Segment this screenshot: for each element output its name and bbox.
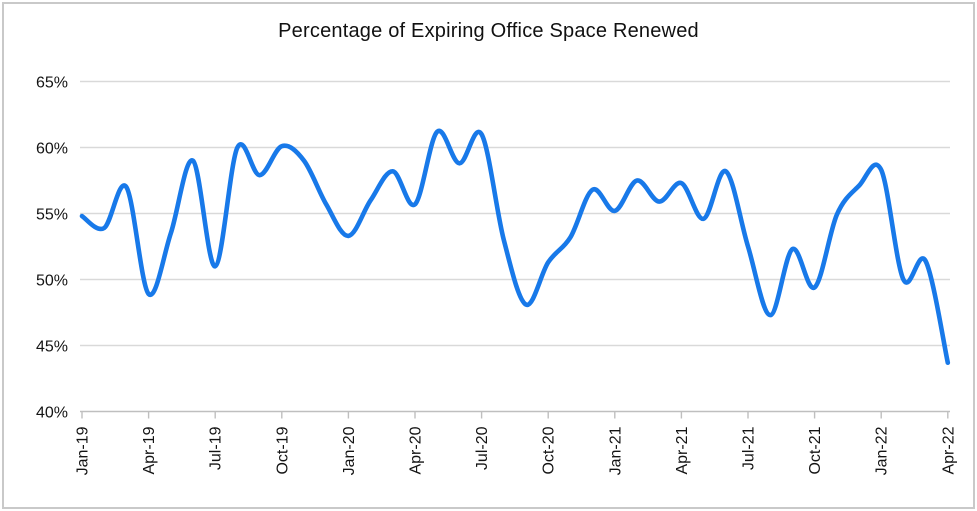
- x-tick-label: Jul-21: [741, 426, 758, 470]
- y-tick-label: 50%: [36, 273, 68, 290]
- x-tick-label: Jan-19: [75, 426, 92, 475]
- x-tick-label: Jul-20: [474, 426, 491, 470]
- x-tick-label: Apr-22: [940, 426, 957, 474]
- x-tick-label: Jan-22: [874, 426, 891, 475]
- y-tick-label: 40%: [36, 405, 68, 422]
- x-tick-label: Jan-20: [341, 426, 358, 475]
- series-line: [79, 128, 951, 365]
- y-tick-label: 60%: [36, 141, 68, 158]
- x-tick-label: Jan-21: [607, 426, 624, 475]
- y-tick-label: 55%: [36, 207, 68, 224]
- x-tick-label: Oct-19: [274, 426, 291, 474]
- x-tick-label: Oct-21: [807, 426, 824, 474]
- x-tick-label: Jul-19: [208, 426, 225, 470]
- x-tick-label: Apr-21: [674, 426, 691, 474]
- x-tick-label: Oct-20: [541, 426, 558, 474]
- y-tick-label: 65%: [36, 75, 68, 92]
- y-tick-label: 45%: [36, 339, 68, 356]
- x-tick-label: Apr-19: [141, 426, 158, 474]
- x-tick-label: Apr-20: [408, 426, 425, 474]
- chart-title: Percentage of Expiring Office Space Rene…: [278, 20, 699, 42]
